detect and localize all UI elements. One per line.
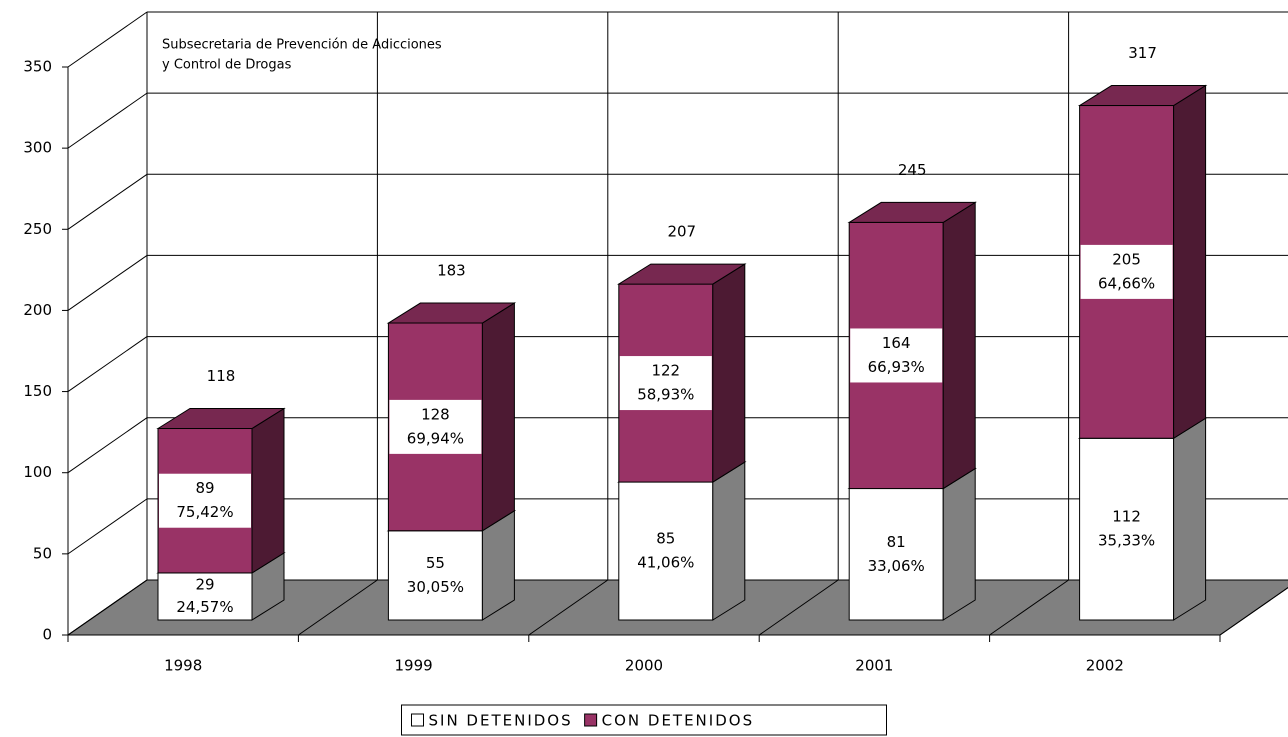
floor-line — [989, 579, 1069, 636]
floor-line — [528, 579, 609, 636]
y-tick-label: 150 — [23, 382, 52, 400]
annotation: y Control de Drogas — [162, 58, 292, 73]
data-label: 85 — [656, 530, 675, 548]
legend-swatch — [411, 713, 424, 727]
floor-line — [67, 579, 148, 636]
data-label: 164 — [882, 334, 911, 352]
bar-top — [386, 302, 517, 324]
floor-line — [298, 579, 378, 636]
data-label: 29 — [195, 576, 214, 594]
grid-line — [67, 336, 148, 392]
label-box — [619, 356, 712, 411]
label-box — [619, 524, 712, 579]
grid-line — [67, 498, 148, 555]
y-tick-label: 300 — [23, 139, 52, 157]
x-tick-label: 2000 — [625, 657, 663, 675]
x-tick-label: 1999 — [395, 657, 433, 675]
floor-line — [758, 579, 839, 636]
bar-side — [942, 467, 976, 621]
data-label: 58,93% — [637, 386, 694, 404]
bar-side — [712, 263, 746, 483]
data-label: 75,42% — [176, 503, 233, 521]
total-label: 207 — [667, 223, 696, 241]
data-label: 66,93% — [868, 358, 925, 376]
total-label: 245 — [898, 161, 927, 179]
y-tick-label: 250 — [23, 220, 52, 238]
label-box — [850, 527, 943, 582]
y-tick-label: 350 — [23, 58, 52, 76]
y-tick-label: 50 — [33, 544, 52, 562]
y-tick-label: 200 — [23, 301, 52, 319]
grid-line — [67, 255, 148, 311]
annotation: Subsecretaria de Prevención de Adiccione… — [162, 38, 442, 53]
legend-box — [401, 704, 887, 736]
data-label: 30,05% — [407, 578, 464, 596]
label-box — [389, 399, 482, 454]
y-tick-label: 0 — [42, 626, 52, 644]
bar-top — [1077, 85, 1208, 107]
bar-side — [1173, 417, 1207, 621]
data-label: 64,66% — [1098, 274, 1155, 292]
bar-side — [712, 461, 746, 621]
data-label: 55 — [426, 554, 445, 572]
label-box — [159, 573, 251, 619]
label-box — [1080, 244, 1173, 299]
legend-label: SIN DETENIDOS — [429, 712, 573, 730]
data-label: 89 — [195, 479, 214, 497]
total-label: 118 — [207, 367, 236, 385]
x-tick-label: 2001 — [855, 657, 893, 675]
bar-side — [251, 407, 285, 574]
data-label: 41,06% — [637, 554, 694, 572]
bar-side — [481, 302, 515, 532]
bar-top — [156, 408, 286, 430]
label-box — [389, 548, 482, 603]
x-tick-label: 2002 — [1086, 657, 1124, 675]
grid-line — [67, 11, 148, 68]
legend-swatch — [584, 713, 598, 727]
data-label: 24,57% — [176, 598, 233, 616]
grid-line — [67, 92, 148, 149]
data-label: 128 — [421, 405, 450, 423]
legend: SIN DETENIDOS CON DETENIDOS — [401, 704, 887, 736]
bar-top — [617, 263, 747, 285]
grid-line — [67, 417, 148, 474]
label-box — [159, 473, 251, 528]
data-label: 205 — [1112, 250, 1141, 268]
data-label: 69,94% — [407, 429, 464, 447]
data-label: 112 — [1112, 508, 1141, 526]
data-label: 35,33% — [1098, 532, 1155, 550]
y-tick-label: 100 — [23, 463, 52, 481]
floor-line — [1219, 587, 1288, 636]
bar-top — [847, 201, 977, 223]
total-label: 317 — [1128, 44, 1157, 62]
grid-line — [67, 173, 148, 230]
label-box — [850, 328, 943, 383]
x-tick-label: 1998 — [164, 657, 202, 675]
data-label: 33,06% — [868, 557, 925, 575]
legend-label: CON DETENIDOS — [602, 712, 754, 730]
total-label: 183 — [437, 262, 466, 280]
label-box — [1080, 502, 1173, 557]
bar-side — [1173, 84, 1207, 440]
data-label: 81 — [887, 533, 906, 551]
bar-side — [942, 201, 976, 490]
data-label: 122 — [651, 362, 680, 380]
